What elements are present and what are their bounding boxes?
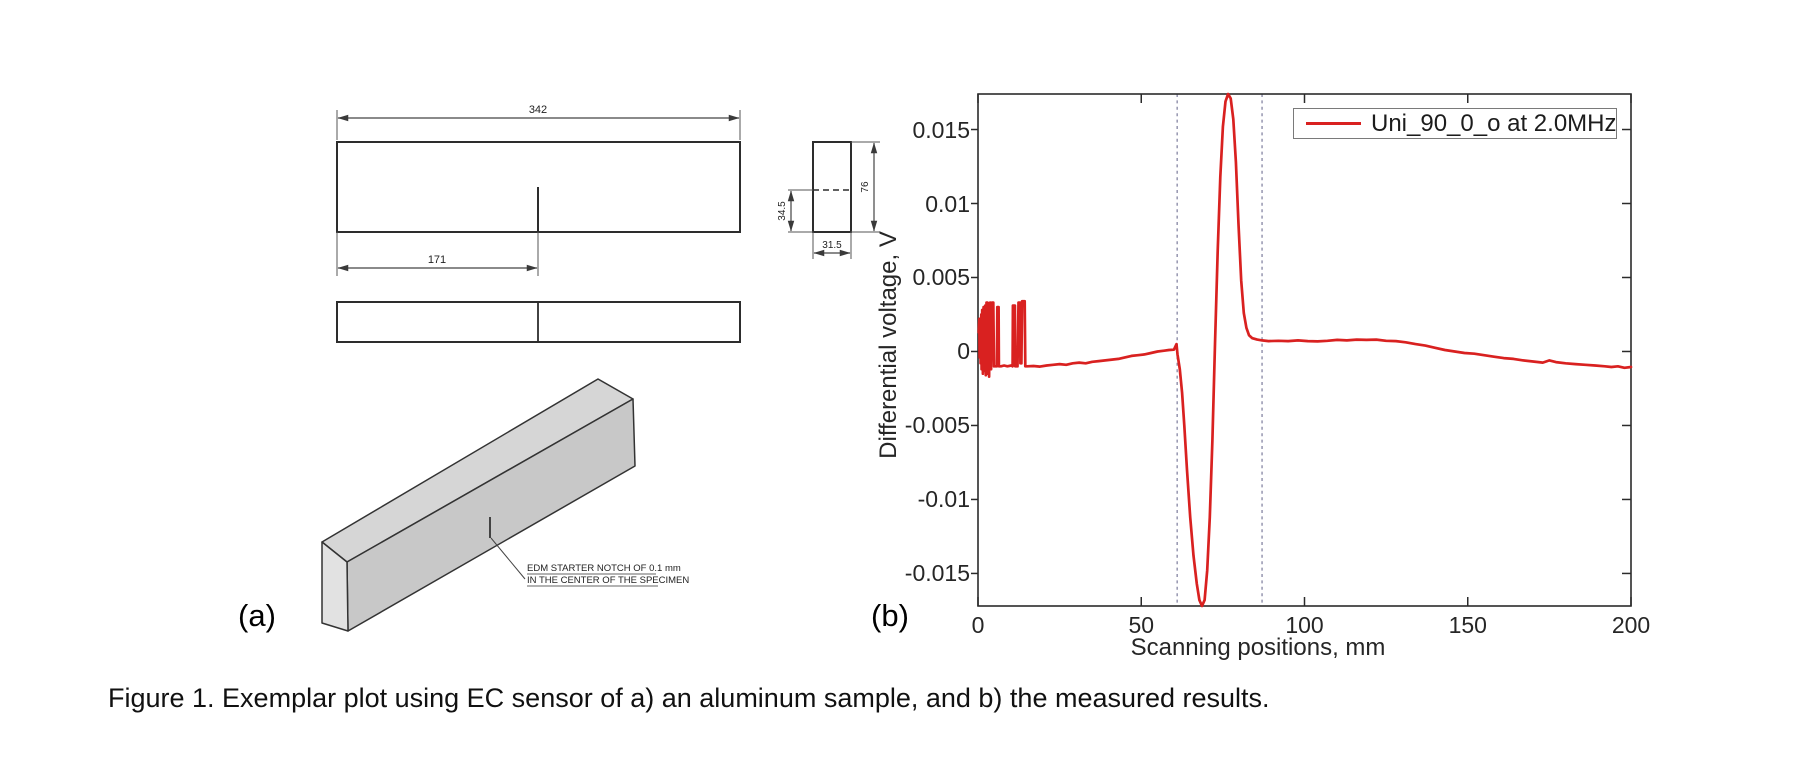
plot-canvas (971, 92, 1633, 608)
specimen-drawing: 342 171 34.5 76 (321, 104, 880, 632)
x-tick-label: 0 (971, 612, 985, 638)
series-line (977, 92, 1633, 608)
x-tick-label: 150 (1448, 612, 1487, 638)
x-tick-label: 50 (1128, 612, 1155, 638)
top-view: 342 171 (336, 104, 741, 276)
dim-171-label: 171 (428, 254, 446, 266)
legend-label: Uni_90_0_o at 2.0MHz (1371, 109, 1617, 137)
axis-box (977, 93, 1632, 607)
dim-31-5-label: 31.5 (822, 240, 842, 251)
notch-note-line1: EDM STARTER NOTCH OF 0.1 mm (527, 563, 681, 574)
x-tick-label: 200 (1611, 612, 1651, 638)
end-view: 34.5 76 31.5 (777, 141, 880, 259)
figure-caption: Figure 1. Exemplar plot using EC sensor … (108, 683, 1270, 713)
panel-a-label: (a) (238, 598, 276, 633)
y-tick-label: 0 (957, 338, 970, 365)
ec-scan-chart: Differential voltage, V Scanning positio… (875, 92, 1650, 661)
y-tick-label: 0.015 (912, 116, 970, 143)
y-tick-label: -0.005 (904, 412, 970, 439)
legend-box: Uni_90_0_o at 2.0MHz (1293, 108, 1617, 139)
y-tick-label: 0.01 (925, 190, 970, 217)
leader-line (490, 537, 526, 580)
dim-34-5-label: 34.5 (777, 201, 788, 221)
front-view (336, 301, 741, 343)
y-tick-label: -0.01 (917, 486, 970, 513)
y-tick-label: 0.005 (912, 264, 970, 291)
legend-line-swatch (1306, 122, 1361, 125)
dim-342-label: 342 (529, 104, 547, 116)
x-axis-title: Scanning positions, mm (1130, 634, 1386, 661)
dim-76-label: 76 (860, 181, 871, 193)
panel-b-label: (b) (871, 598, 909, 633)
y-tick-label: -0.015 (904, 560, 970, 587)
x-tick-label: 100 (1285, 612, 1324, 638)
notch-note-line2: IN THE CENTER OF THE SPECIMEN (527, 575, 689, 586)
isometric-specimen: EDM STARTER NOTCH OF 0.1 mm IN THE CENTE… (321, 378, 689, 632)
